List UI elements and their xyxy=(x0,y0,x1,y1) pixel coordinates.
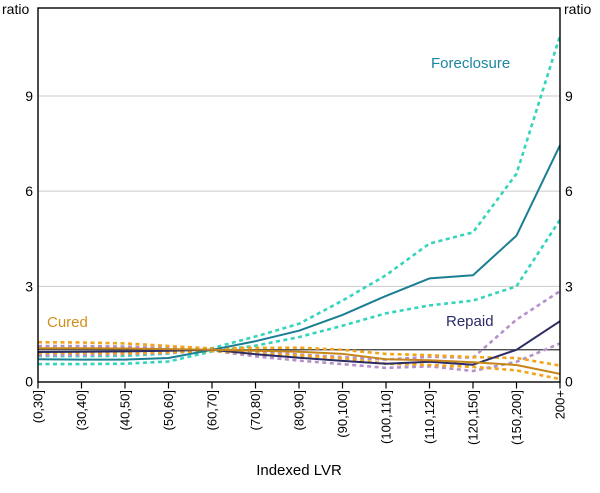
series-line-foreclosure-lower-ci xyxy=(38,218,562,366)
series-line-repaid xyxy=(37,320,561,366)
series-line-repaid-lower-ci xyxy=(37,342,561,373)
y-tick-label-right: 9 xyxy=(565,88,573,104)
x-tick-label: (110,120] xyxy=(422,390,437,444)
x-tick-label: (90,100] xyxy=(335,390,350,438)
y-tick-label-right: 3 xyxy=(565,278,573,294)
foreclosure-series-label: Foreclosure xyxy=(431,55,511,72)
x-tick-label: (30,40] xyxy=(74,390,89,430)
repaid-series-label: Repaid xyxy=(446,313,494,330)
x-tick-label: (120,150] xyxy=(466,390,481,445)
x-tick-label: 200+ xyxy=(553,390,568,419)
x-tick-label: (40,50] xyxy=(118,390,133,430)
y-tick-label-left: 3 xyxy=(25,278,33,294)
left-axis-unit-label: ratio xyxy=(2,1,30,17)
y-tick-label-left: 0 xyxy=(25,374,33,390)
y-tick-label-right: 6 xyxy=(565,183,573,199)
x-tick-label: (70,80] xyxy=(248,390,263,430)
series-line-cured-lower-ci xyxy=(38,349,561,381)
series-line-foreclosure xyxy=(37,144,561,361)
x-tick-label: (0,30] xyxy=(31,390,46,423)
x-tick-label: (150,200] xyxy=(509,390,524,445)
x-tick-label: (60,70] xyxy=(205,390,220,430)
x-tick-label: (80,90] xyxy=(292,390,307,430)
series-line-cured xyxy=(38,347,561,375)
y-tick-label-right: 0 xyxy=(565,374,573,390)
cured-series-label: Cured xyxy=(47,314,88,331)
y-tick-label-left: 6 xyxy=(25,183,33,199)
x-tick-label: (50,60] xyxy=(161,390,176,430)
x-tick-label: (100,110] xyxy=(379,390,394,444)
right-axis-unit-label: ratio xyxy=(564,1,592,17)
series-line-cured-upper-ci xyxy=(37,340,561,367)
series-line-foreclosure-upper-ci xyxy=(38,35,562,358)
x-axis-title: Indexed LVR xyxy=(256,462,342,479)
y-tick-label-left: 9 xyxy=(25,88,33,104)
